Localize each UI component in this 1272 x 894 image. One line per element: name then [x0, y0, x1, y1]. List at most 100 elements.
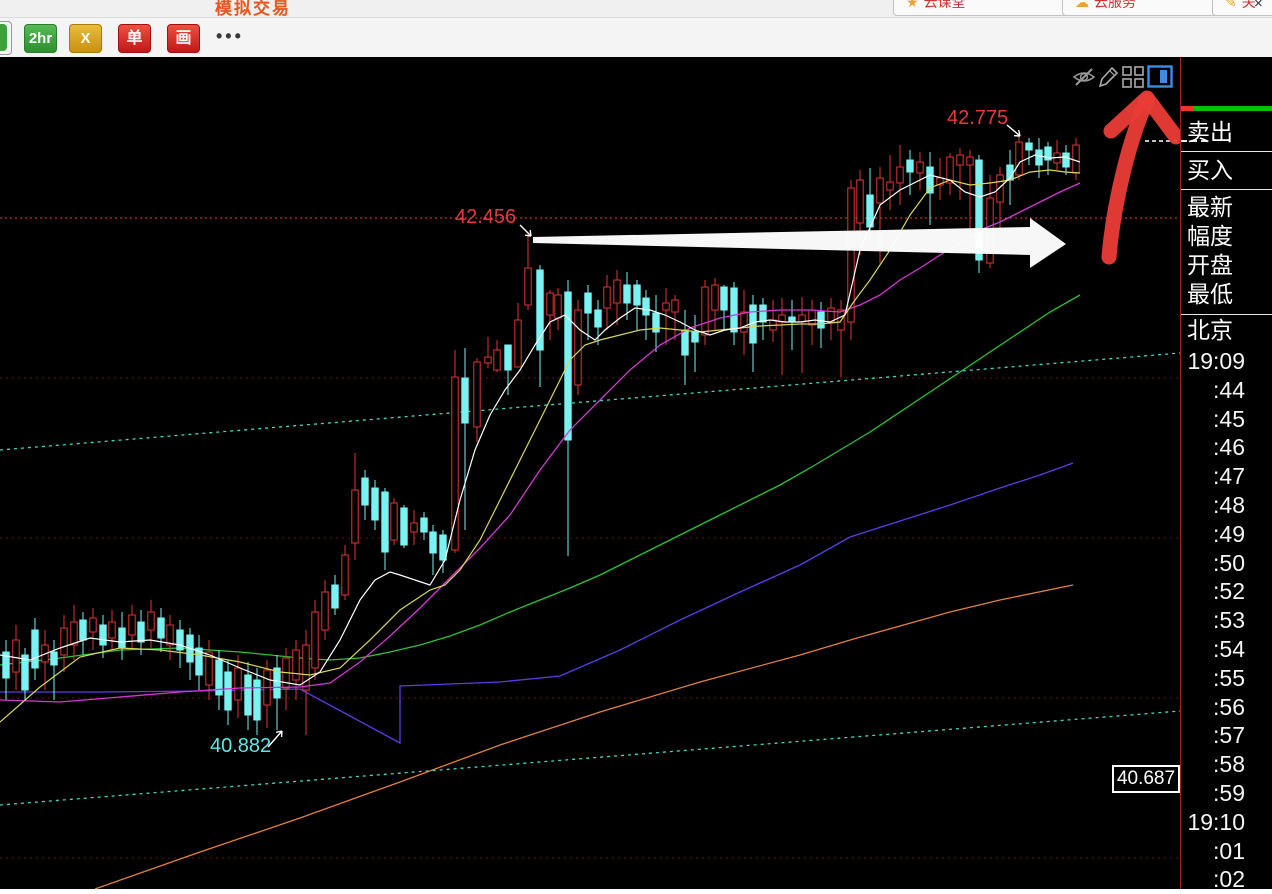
- candle-body: [462, 378, 468, 423]
- annotation-arrow-head: [525, 235, 531, 236]
- candle-body: [1063, 153, 1069, 167]
- candle-body: [322, 592, 328, 630]
- candle-body: [167, 625, 173, 645]
- time-item: :56: [1181, 693, 1272, 722]
- hide-eye-icon[interactable]: [1072, 66, 1098, 90]
- candle-body: [100, 625, 106, 645]
- candle-body: [1036, 150, 1042, 165]
- candle-body: [109, 622, 115, 638]
- candle-body: [342, 555, 348, 595]
- candle-body: [634, 285, 640, 305]
- ma-slowest-blue: [0, 463, 1073, 743]
- close-position-button[interactable]: X: [69, 24, 102, 53]
- candle-body: [857, 180, 863, 223]
- time-item: :48: [1181, 491, 1272, 520]
- candle-body: [61, 628, 67, 655]
- candle-body: [254, 680, 260, 720]
- candle-body: [741, 312, 747, 332]
- quote-sidebar: 卖出 买入 最新幅度开盘最低 北京 19:09:44:45:46:47:48:4…: [1180, 57, 1272, 889]
- cloud-icon: ☁: [1075, 0, 1089, 11]
- selected-tool-frame: 0: [0, 21, 12, 55]
- candle-body: [692, 332, 698, 342]
- partial-timeframe-button[interactable]: 0: [0, 24, 7, 51]
- more-tools-button[interactable]: •••: [216, 26, 244, 47]
- city-label: 北京: [1181, 316, 1272, 346]
- time-list: 19:09:44:45:46:47:48:49:50:52:53:54:55:5…: [1181, 347, 1272, 894]
- candle-body: [138, 622, 144, 642]
- time-item: 19:10: [1181, 808, 1272, 837]
- info-item: 最新: [1181, 193, 1272, 222]
- candle-body: [80, 620, 86, 640]
- candle-body: [430, 532, 436, 553]
- candlestick-chart[interactable]: [0, 57, 1180, 889]
- app-title: 模拟交易: [215, 0, 291, 18]
- partial-header-button[interactable]: ✎ 关: [1212, 0, 1272, 16]
- candle-body: [494, 350, 500, 370]
- candle-body: [789, 317, 795, 322]
- candle-body: [712, 285, 718, 310]
- header-button-label: 云课堂: [924, 0, 966, 12]
- candle-body: [809, 310, 815, 325]
- price-level-box: 40.687: [1112, 765, 1180, 793]
- annotation-arrow: [520, 225, 531, 236]
- quote-info-list: 最新幅度开盘最低: [1181, 193, 1272, 309]
- header-row: 模拟交易 ★ 云课堂 ☁ 云服务 ✎ 关 ×: [0, 0, 1272, 18]
- swing-low-label: 40.882: [210, 735, 271, 758]
- order-button[interactable]: 单: [118, 24, 151, 53]
- candle-body: [362, 478, 368, 505]
- candle-body: [382, 492, 388, 552]
- time-item: :54: [1181, 635, 1272, 664]
- pen-icon: ✎: [1225, 0, 1237, 11]
- candle-body: [312, 612, 318, 668]
- candle-body: [485, 357, 491, 363]
- close-icon[interactable]: ×: [1254, 0, 1263, 12]
- candle-body: [614, 280, 620, 303]
- candle-body: [525, 268, 531, 305]
- candle-body: [225, 672, 231, 710]
- draw-button[interactable]: 画: [167, 24, 200, 53]
- info-item: 幅度: [1181, 222, 1272, 251]
- candle-body: [1073, 145, 1079, 173]
- sell-button[interactable]: 卖出: [1181, 115, 1272, 152]
- time-item: :58: [1181, 750, 1272, 779]
- candle-body: [235, 668, 241, 700]
- candle-body: [411, 523, 417, 532]
- candle-body: [957, 155, 963, 165]
- candle-body: [1016, 142, 1022, 175]
- candle-body: [555, 295, 561, 318]
- resistance-label: 42.456: [455, 206, 516, 229]
- time-item: 19:09: [1181, 347, 1272, 376]
- cloud-service-button[interactable]: ☁ 云服务: [1062, 0, 1228, 16]
- time-item: :49: [1181, 520, 1272, 549]
- toolbar: 0 2hr X 单 画 •••: [0, 18, 1272, 58]
- candle-body: [877, 178, 883, 203]
- candle-body: [595, 310, 601, 327]
- candle-body: [22, 655, 28, 690]
- timeframe-2hr-button[interactable]: 2hr: [24, 24, 57, 53]
- ma-yellow: [0, 170, 1080, 722]
- candle-body: [515, 320, 521, 367]
- depth-bar: [1181, 106, 1272, 111]
- candle-body: [474, 362, 480, 427]
- grid-layout-icon[interactable]: [1122, 66, 1148, 90]
- cloud-classroom-button[interactable]: ★ 云课堂: [893, 0, 1077, 16]
- candle-body: [51, 652, 57, 665]
- depth-bar-green: [1194, 106, 1272, 111]
- candle-body: [887, 182, 893, 190]
- panel-layout-icon[interactable]: [1147, 65, 1173, 89]
- candle-body: [907, 160, 913, 172]
- time-item: :53: [1181, 606, 1272, 635]
- time-item: :57: [1181, 721, 1272, 750]
- candle-body: [672, 300, 678, 312]
- candle-body: [71, 622, 77, 645]
- pencil-draw-icon[interactable]: [1098, 65, 1124, 89]
- candle-body: [585, 293, 591, 313]
- candle-body: [148, 612, 154, 630]
- info-item: 开盘: [1181, 251, 1272, 280]
- buy-button[interactable]: 买入: [1181, 152, 1272, 190]
- candle-body: [13, 640, 19, 672]
- candle-body: [332, 585, 338, 608]
- candle-body: [1026, 143, 1032, 150]
- time-item: :55: [1181, 664, 1272, 693]
- candle-body: [760, 305, 766, 322]
